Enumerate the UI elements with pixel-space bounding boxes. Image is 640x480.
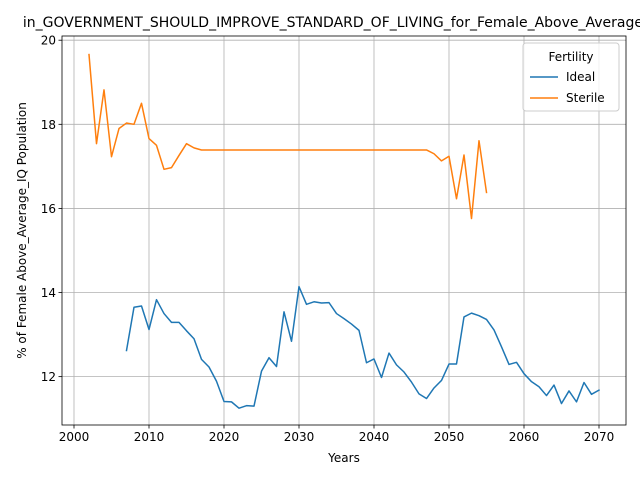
y-axis-label: % of Female Above_Average_IQ Population	[15, 102, 29, 359]
y-axis-ticks: 12 14 16 18 20	[41, 34, 62, 384]
x-tick-label: 2030	[284, 430, 315, 444]
legend-label-sterile: Sterile	[566, 91, 605, 105]
x-tick-label: 2040	[359, 430, 390, 444]
legend-box	[522, 42, 620, 112]
x-tick-label: 2010	[134, 430, 165, 444]
x-axis-ticks: 2000 2010 2020 2030 2040 2050 2060 2070	[59, 425, 615, 444]
y-tick-label: 12	[41, 370, 56, 384]
x-tick-label: 2020	[209, 430, 240, 444]
y-tick-label: 16	[41, 202, 56, 216]
series-layer	[88, 53, 601, 409]
y-tick-label: 18	[41, 118, 56, 132]
y-tick-label: 14	[41, 286, 56, 300]
plot-frame	[61, 35, 627, 426]
x-axis-label: Years	[327, 451, 360, 465]
chart-title: in_GOVERNMENT_SHOULD_IMPROVE_STANDARD_OF…	[23, 15, 640, 31]
legend-label-ideal: Ideal	[566, 70, 595, 84]
x-tick-label: 2050	[434, 430, 465, 444]
series-line-ideal	[125, 285, 601, 409]
series-line-sterile	[88, 53, 488, 220]
x-tick-label: 2060	[509, 430, 540, 444]
y-tick-label: 20	[41, 34, 56, 48]
legend-title: Fertility	[548, 50, 593, 64]
x-tick-label: 2070	[584, 430, 615, 444]
legend: Fertility Ideal Sterile	[522, 42, 620, 112]
x-tick-label: 2000	[59, 430, 90, 444]
